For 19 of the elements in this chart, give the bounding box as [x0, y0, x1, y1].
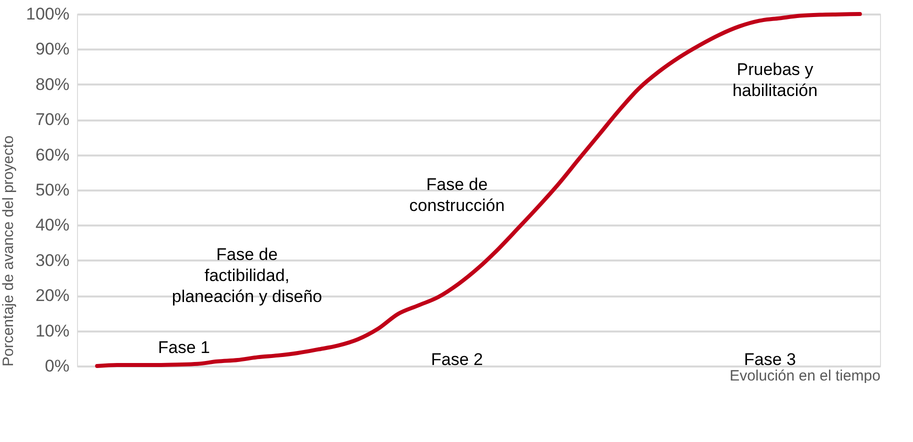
y-tick-label: 20%	[35, 286, 70, 306]
annotation: Fase 1	[158, 338, 210, 357]
y-tick-label: 0%	[44, 356, 70, 376]
annotation: Pruebas y habilitación	[732, 60, 818, 100]
y-tick-label: 50%	[35, 180, 70, 200]
annotation: Fase de factibilidad, planeación y diseño	[172, 245, 322, 306]
annotation: Fase 2	[431, 350, 483, 369]
y-tick-label: 70%	[35, 110, 70, 130]
y-tick-label: 60%	[35, 145, 70, 164]
y-tick-label: 100%	[26, 4, 70, 24]
y-tick-label: 30%	[35, 250, 70, 270]
y-tick-label: 90%	[35, 40, 70, 59]
y-tick-label: 10%	[35, 321, 70, 340]
annotation: Fase 3	[744, 350, 796, 369]
y-tick-label: 40%	[35, 216, 70, 235]
line-series	[95, 12, 862, 368]
y-axis-title: Porcentaje de avance del proyecto	[0, 136, 18, 366]
y-tick-label: 80%	[35, 74, 70, 94]
annotation: Fase de construcción	[409, 175, 505, 215]
